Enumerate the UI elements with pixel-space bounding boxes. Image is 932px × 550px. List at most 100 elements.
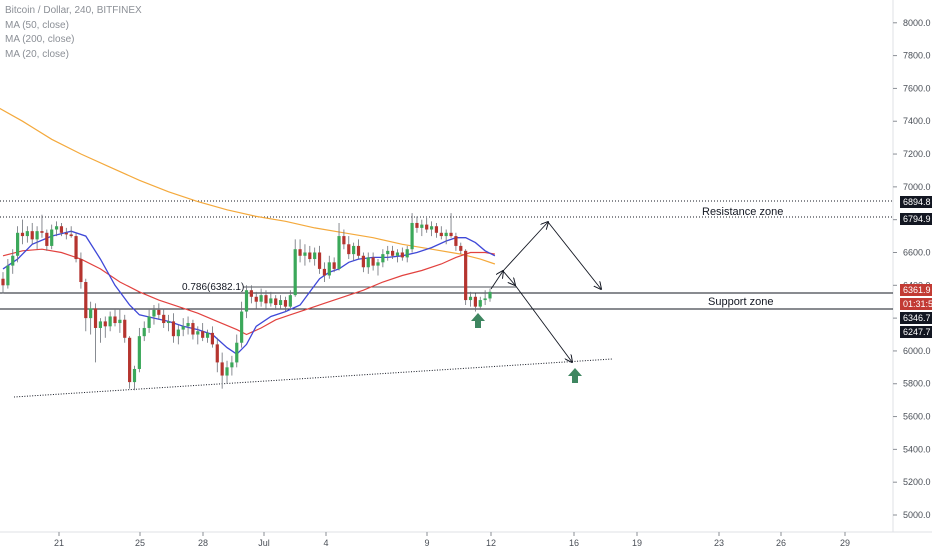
candle-body (25, 231, 29, 237)
projection-arrow-segment (547, 221, 601, 289)
candle (298, 239, 302, 263)
candle-body (98, 321, 102, 328)
candle (113, 309, 117, 327)
price-axis[interactable]: 5000.05200.05400.05600.05800.06000.06200… (893, 18, 931, 520)
x-tick-label: 4 (323, 538, 328, 548)
candle (468, 291, 473, 307)
candle-body (210, 332, 215, 345)
candle-body (108, 316, 112, 327)
candle (254, 291, 258, 309)
candle (16, 226, 20, 263)
candle-body (147, 316, 151, 328)
candle-body (410, 222, 414, 250)
candlestick-series (1, 213, 492, 391)
candle (303, 244, 307, 266)
candle (108, 311, 112, 332)
price-tag-bg (900, 196, 932, 208)
candle (244, 285, 249, 319)
candle-body (181, 326, 185, 330)
candle-body (464, 250, 468, 301)
candle-body (113, 316, 117, 324)
candle (352, 242, 356, 261)
candle (429, 221, 434, 237)
candle-body (434, 226, 439, 233)
candle (361, 252, 365, 273)
candle-body (137, 336, 141, 369)
candle (405, 245, 409, 263)
candle (220, 352, 224, 389)
candle (478, 296, 482, 310)
candle-body (69, 234, 73, 237)
candle-body (89, 308, 93, 319)
price-tag: 6894.8 (900, 196, 932, 208)
candle-body (240, 311, 244, 343)
candle (89, 301, 93, 335)
candle (347, 236, 351, 260)
candle-body (293, 249, 297, 296)
price-tags: 6894.8 6794.9 6361.9 01:31:54 6346.7 6247.7 (900, 196, 932, 338)
candle-body (220, 362, 224, 376)
candle (118, 308, 122, 333)
candle-body (488, 291, 492, 299)
candle (25, 226, 29, 243)
symbol-title[interactable]: Bitcoin / Dollar, 240, BITFINEX (5, 5, 142, 16)
time-axis[interactable]: 21 25 28 Jul 4 9 12 16 19 23 26 29 (54, 532, 850, 548)
candle-body (429, 226, 434, 230)
candle (327, 255, 331, 279)
indicator-ma200-label[interactable]: MA (200, close) (5, 34, 75, 45)
candle (176, 324, 180, 345)
indicator-ma20-label[interactable]: MA (20, close) (5, 48, 69, 60)
candle-body (415, 222, 419, 228)
candle (84, 278, 88, 332)
candle (205, 329, 210, 343)
indicator-ma50-label[interactable]: MA (50, close) (5, 19, 69, 31)
candle-body (337, 236, 341, 269)
candle (444, 229, 448, 245)
candle-body (64, 232, 68, 235)
projection-arrow-segment (514, 284, 572, 362)
candle (157, 303, 161, 320)
candle (366, 252, 370, 274)
candle (1, 272, 5, 294)
candle (473, 293, 477, 312)
candle-body (420, 224, 424, 228)
candle-body (332, 262, 336, 269)
candle-body (259, 295, 263, 302)
candle-body (444, 232, 448, 237)
candle-body (298, 249, 302, 256)
x-tick-label: 28 (198, 538, 208, 548)
price-tag-label: 6247.7 (903, 327, 931, 337)
y-tick-label: 7800.0 (903, 51, 931, 61)
candle-body (361, 255, 365, 268)
candle (235, 334, 239, 368)
price-tag-label: 6361.9 (903, 285, 931, 295)
candle (45, 229, 49, 251)
candle-body (176, 329, 180, 337)
candle (439, 226, 443, 240)
candle-body (162, 314, 166, 324)
candle-body (152, 309, 156, 317)
candle (6, 259, 10, 289)
candle (449, 213, 453, 238)
candle-body (425, 224, 429, 230)
candle (274, 295, 278, 310)
y-tick-label: 5400.0 (903, 444, 931, 454)
up-arrow-icon (471, 313, 485, 328)
candle (264, 290, 268, 309)
candle-body (308, 252, 312, 260)
candle (128, 336, 132, 389)
candle (59, 222, 64, 237)
ma200-line (0, 107, 496, 265)
candle (293, 239, 297, 297)
annotations (471, 222, 601, 383)
projection-arrow-segment (502, 222, 548, 272)
up-arrow-icon (568, 368, 582, 383)
candle-body (103, 321, 107, 327)
candle-body (54, 226, 59, 230)
y-tick-label: 7600.0 (903, 83, 931, 93)
candle (11, 249, 15, 274)
price-tag-label: 6794.9 (903, 214, 931, 224)
candle-body (157, 309, 161, 315)
candle-body (244, 290, 249, 312)
